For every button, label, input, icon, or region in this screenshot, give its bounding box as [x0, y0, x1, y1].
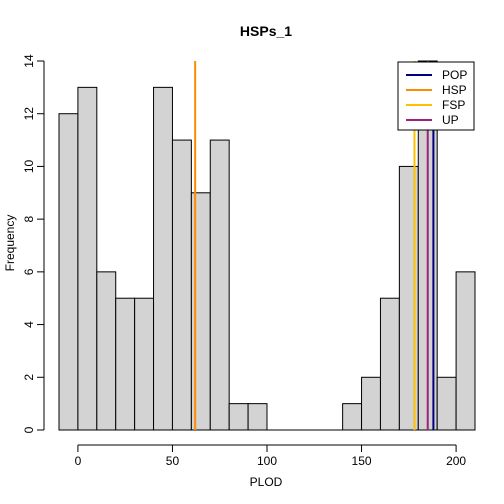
bar-8	[209, 139, 230, 431]
x-axis: 0 50 100 150 200	[75, 444, 466, 468]
y-tick-label-8: 8	[22, 215, 36, 222]
bar-20	[436, 376, 457, 431]
bar-5	[153, 86, 173, 431]
x-tick-label-150: 150	[352, 454, 372, 468]
y-axis: 0 2 4 6 8 10 12 14	[22, 54, 45, 433]
legend-label-pop: POP	[442, 68, 467, 82]
legend-label-hsp: HSP	[442, 83, 467, 97]
bar-1	[77, 86, 98, 431]
x-axis-title: PLOD	[250, 475, 283, 489]
bar-9	[228, 403, 249, 431]
y-tick-label-10: 10	[22, 159, 36, 173]
bar-0	[58, 113, 79, 431]
bar-15	[342, 403, 363, 431]
y-tick-label-14: 14	[22, 54, 36, 68]
legend-label-up: UP	[442, 113, 459, 127]
bar-3	[115, 297, 136, 431]
bar-10	[247, 403, 268, 431]
y-tick-label-0: 0	[22, 426, 36, 433]
bar-17	[379, 297, 400, 431]
bar-6	[171, 139, 192, 431]
bar-16	[361, 376, 381, 431]
bar-2	[96, 271, 117, 431]
x-tick-label-50: 50	[166, 454, 180, 468]
legend-box	[397, 61, 475, 131]
bar-4	[134, 297, 155, 431]
y-tick-label-4: 4	[22, 321, 36, 328]
y-tick-label-2: 2	[22, 374, 36, 381]
bar-21	[455, 271, 476, 431]
x-tick-label-0: 0	[75, 454, 82, 468]
x-tick-label-200: 200	[446, 454, 466, 468]
y-tick-label-6: 6	[22, 268, 36, 275]
x-tick-label-100: 100	[257, 454, 277, 468]
y-axis-title: Frequency	[3, 215, 17, 272]
legend-label-fsp: FSP	[442, 98, 465, 112]
chart-title: HSPs_1	[240, 23, 292, 39]
y-tick-label-12: 12	[22, 107, 36, 121]
